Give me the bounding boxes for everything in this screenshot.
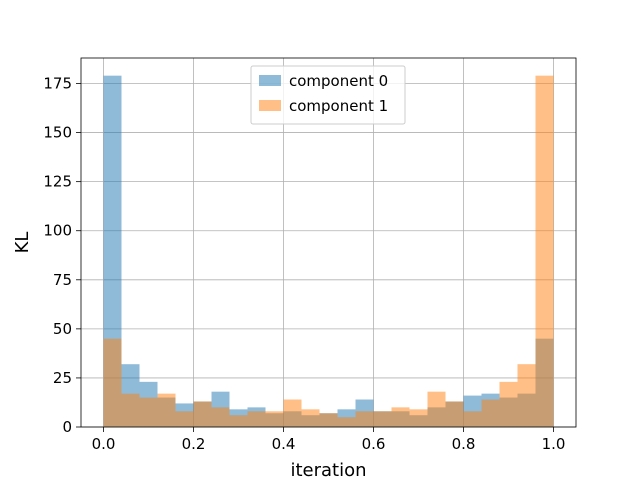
bar-series-1-bin-17 xyxy=(409,409,428,427)
legend-swatch-0 xyxy=(259,75,281,86)
x-tick-label: 1.0 xyxy=(542,435,566,453)
y-tick-label: 125 xyxy=(43,173,72,191)
x-tick-label: 0.6 xyxy=(362,435,386,453)
bar-series-1-bin-12 xyxy=(319,413,338,427)
bar-series-1-bin-20 xyxy=(463,411,482,427)
bar-series-1-bin-11 xyxy=(301,409,320,427)
y-axis-ticks: 0 25 50 75 100 125 150 175 xyxy=(43,75,81,436)
bar-series-1-bin-3 xyxy=(157,393,176,427)
legend: component 0 component 1 xyxy=(250,65,406,125)
bar-series-1-bin-21 xyxy=(481,399,500,427)
bar-series-1-bin-22 xyxy=(499,381,518,427)
y-tick-label: 75 xyxy=(53,271,72,289)
bar-series-1-bin-0 xyxy=(103,338,122,427)
y-tick-label: 150 xyxy=(43,124,72,142)
bar-series-1-bin-14 xyxy=(355,411,374,427)
x-tick-label: 0.0 xyxy=(92,435,116,453)
legend-label-0: component 0 xyxy=(289,72,388,90)
x-tick-label: 0.4 xyxy=(272,435,296,453)
bar-series-1-bin-19 xyxy=(445,401,464,427)
bar-series-1-bin-23 xyxy=(517,364,536,427)
y-tick-label: 100 xyxy=(43,222,72,240)
y-tick-label: 50 xyxy=(53,320,72,338)
bar-series-1-bin-15 xyxy=(373,411,392,427)
bar-series-1-bin-10 xyxy=(283,399,302,427)
bar-series-1-bin-9 xyxy=(265,411,284,427)
bar-series-1-bin-16 xyxy=(391,407,410,427)
bar-series-1-bin-2 xyxy=(139,397,158,427)
bar-series-1-bin-5 xyxy=(193,401,212,427)
x-axis-title: iteration xyxy=(290,460,366,480)
bar-series-1-bin-7 xyxy=(229,415,248,427)
legend-label-1: component 1 xyxy=(289,97,388,115)
bar-series-1-bin-4 xyxy=(175,411,194,427)
bar-series-1-bin-6 xyxy=(211,407,230,427)
bar-series-1-bin-13 xyxy=(337,417,356,427)
bar-series-1-bin-8 xyxy=(247,411,266,427)
y-tick-label: 0 xyxy=(62,418,72,436)
histogram-bars xyxy=(103,75,554,428)
legend-box xyxy=(250,65,406,125)
x-axis-ticks: 0.0 0.2 0.4 0.6 0.8 1.0 xyxy=(92,427,566,453)
bar-series-1-bin-18 xyxy=(427,391,446,427)
plot-frame xyxy=(80,57,577,428)
y-tick-label: 175 xyxy=(43,75,72,93)
bar-series-1-bin-1 xyxy=(121,393,140,427)
y-axis-title: KL xyxy=(12,232,33,254)
x-tick-label: 0.2 xyxy=(182,435,206,453)
legend-swatch-1 xyxy=(259,100,281,111)
x-tick-label: 0.8 xyxy=(452,435,476,453)
bar-series-1-bin-24 xyxy=(535,75,554,428)
y-tick-label: 25 xyxy=(53,369,72,387)
